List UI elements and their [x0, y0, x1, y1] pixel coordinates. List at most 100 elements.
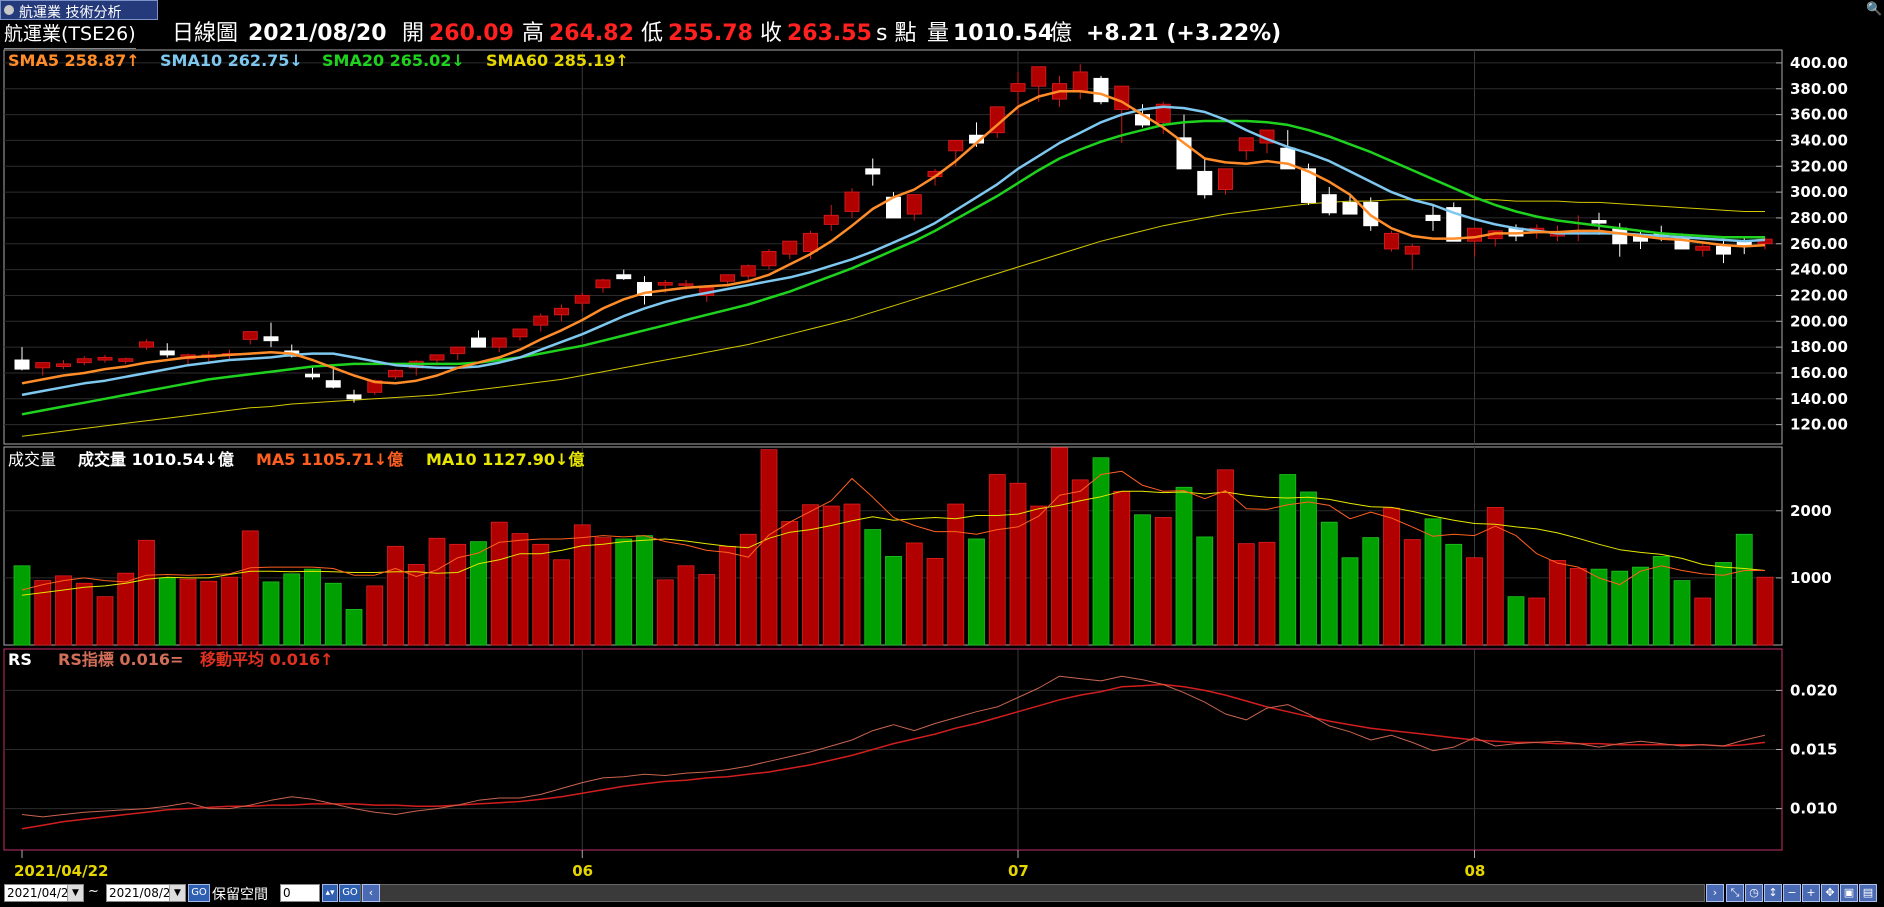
candle-body [1384, 232, 1399, 250]
volume-bar [179, 578, 197, 646]
keep-space-label: 保留空間 [212, 887, 268, 903]
candle-body [595, 279, 611, 289]
scroll-left-icon[interactable]: ‹ [362, 884, 380, 902]
zoom-in-icon[interactable]: + [1802, 884, 1820, 902]
x-tick-label: 2021/04/22 [14, 862, 108, 880]
candle-body [1674, 238, 1690, 250]
window-menu-icon[interactable] [4, 5, 14, 15]
y-tick-label: 0.015 [1790, 741, 1837, 759]
clock-icon[interactable]: ◷ [1745, 884, 1763, 902]
candle-body [823, 214, 839, 225]
volume-bar [1403, 539, 1421, 646]
volume-bar [1424, 518, 1442, 646]
settings-icon[interactable]: ▤ [1859, 884, 1877, 902]
volume-bar [885, 556, 902, 646]
candle-body [1342, 201, 1358, 215]
candle-body [678, 283, 694, 286]
end-date-select[interactable]: 2021/08/20 ▼ [106, 884, 186, 902]
volume-bar [1528, 597, 1546, 646]
volume-bar [1175, 486, 1193, 646]
candle-body [1695, 245, 1711, 251]
spin-icon[interactable]: ▴▾ [322, 884, 338, 902]
keep-space-value: 0 [283, 886, 291, 900]
volume-bar [407, 564, 425, 646]
volume-bar [760, 449, 778, 646]
sma60-indicator: SMA60 285.19↑ [486, 51, 629, 70]
y-tick-label: 360.00 [1790, 106, 1848, 124]
candle-body [429, 354, 445, 361]
start-date-select[interactable]: 2021/04/22 ▼ [4, 884, 84, 902]
sma5-line [21, 90, 1766, 385]
volume-bar [1735, 533, 1753, 646]
candle-body [305, 373, 320, 378]
close-value: 263.55 [787, 21, 872, 46]
volume-bar [656, 579, 674, 646]
volume-bar [34, 580, 52, 646]
keep-space-input[interactable]: 0 [280, 884, 320, 902]
horizontal-scrollbar[interactable] [360, 884, 1705, 902]
volume-bar [988, 474, 1006, 646]
rs-ma-indicator: 移動平均 0.016↑ [200, 650, 334, 669]
sma5-indicator: SMA5 258.87↑ [8, 51, 140, 70]
y-tick-label: 120.00 [1790, 416, 1848, 434]
volume-bar [1030, 505, 1048, 646]
volume-bar [843, 503, 861, 646]
candle-body [1238, 137, 1254, 152]
chevron-down-icon: ▼ [67, 885, 83, 901]
rs-indicator: RS指標 0.016= [58, 650, 184, 669]
volume-bar [1362, 537, 1380, 646]
volume-bar [781, 521, 799, 646]
fit-icon[interactable]: ▣ [1840, 884, 1858, 902]
candle-body [1135, 114, 1150, 126]
volume-bar [1196, 536, 1214, 646]
y-tick-label: 220.00 [1790, 286, 1848, 304]
volume-bar [283, 573, 301, 646]
volume-bar [1320, 521, 1338, 646]
scroll-right-icon[interactable]: › [1706, 884, 1724, 902]
candle-body [1197, 170, 1213, 196]
y-tick-label: 340.00 [1790, 131, 1848, 149]
y-tick-label: 240.00 [1790, 261, 1848, 279]
volume-bar [428, 537, 446, 646]
x-tick-label: 07 [1008, 862, 1029, 880]
volume-ma5-indicator: MA5 1105.71↓億 [256, 450, 404, 469]
window-tab[interactable]: 航運業 技術分析 [0, 0, 158, 21]
volume-bar [304, 568, 321, 646]
volume-bar [1694, 597, 1712, 646]
move-icon[interactable]: ✥ [1821, 884, 1839, 902]
sma60-line [21, 199, 1765, 437]
candle-body [948, 139, 964, 152]
volume-bar [324, 582, 342, 646]
volume-bar [698, 574, 716, 646]
volume-bar [947, 503, 965, 646]
zoom-icon[interactable]: ⤡ [1726, 884, 1744, 902]
rs-line [21, 675, 1766, 818]
go-button[interactable]: GO [188, 884, 210, 902]
go-keep-button[interactable]: GO [339, 884, 361, 902]
volume-bar [739, 533, 757, 646]
volume-bar [1383, 507, 1400, 646]
candle-body [242, 331, 258, 340]
volume-bar [1092, 457, 1110, 646]
volume-bar [719, 545, 736, 646]
volume-indicator: 成交量 1010.54↓億 [78, 450, 234, 469]
volume-bar [96, 596, 114, 646]
candle-body [1404, 245, 1420, 255]
volume-bar [200, 580, 218, 646]
candle-body [450, 346, 466, 355]
candle-body [346, 394, 362, 400]
search-icon[interactable]: 🔍 [1866, 2, 1883, 17]
crosshair-icon[interactable]: ↕ [1764, 884, 1782, 902]
open-label: 開 [402, 21, 425, 46]
zoom-out-icon[interactable]: − [1783, 884, 1801, 902]
candle-body [118, 358, 134, 362]
price-unit: s 點 [876, 21, 917, 46]
volume-value: 1010.54 [953, 21, 1054, 46]
y-tick-label: 300.00 [1790, 183, 1848, 201]
volume-bar [594, 537, 612, 646]
candle-body [1155, 103, 1171, 123]
volume-bar [1051, 447, 1068, 646]
volume-bar [1611, 570, 1629, 646]
candle-body [1031, 66, 1047, 87]
y-tick-label: 380.00 [1790, 80, 1848, 98]
